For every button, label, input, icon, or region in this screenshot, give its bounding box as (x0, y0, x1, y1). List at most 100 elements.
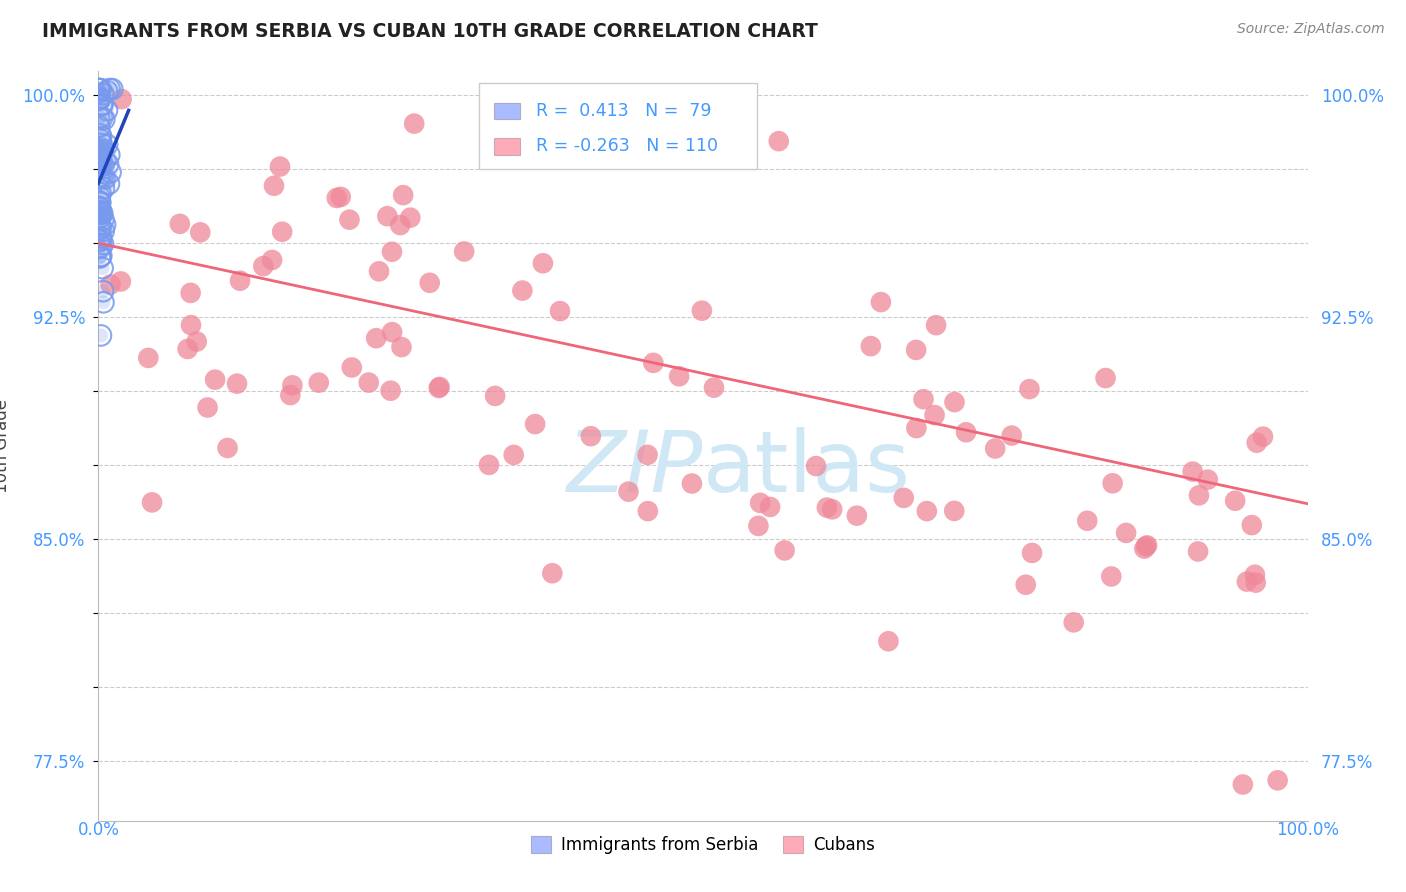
Point (89, 128, 111, 142)
Point (1018, 382, 1040, 396)
Point (617, 484, 640, 499)
Point (579, 429, 602, 443)
Point (326, 191, 349, 205)
Point (89, 223, 111, 237)
Point (91, 111, 114, 125)
Text: ZIP: ZIP (567, 427, 703, 510)
Point (429, 380, 451, 394)
Point (690, 303, 713, 318)
Point (93, 181, 115, 195)
Point (955, 425, 977, 440)
Text: IMMIGRANTS FROM SERBIA VS CUBAN 10TH GRADE CORRELATION CHART: IMMIGRANTS FROM SERBIA VS CUBAN 10TH GRA… (42, 22, 818, 41)
Text: 100.0%: 100.0% (1277, 821, 1339, 838)
Point (91, 87, 114, 101)
Point (637, 504, 659, 518)
Point (524, 417, 547, 431)
Point (548, 304, 571, 318)
Point (377, 209, 399, 223)
Point (768, 134, 790, 148)
Point (89, 201, 111, 215)
Point (90, 147, 112, 161)
Point (94, 154, 117, 169)
Point (89, 82, 111, 96)
Point (97, 157, 120, 171)
Point (110, 275, 132, 289)
Point (90, 233, 112, 247)
Point (1099, 569, 1122, 583)
Point (389, 218, 412, 232)
Point (681, 476, 703, 491)
Point (90, 233, 112, 247)
Point (381, 325, 404, 339)
Point (478, 458, 501, 472)
Point (87, 204, 110, 219)
Point (91, 206, 114, 220)
FancyBboxPatch shape (479, 83, 758, 169)
Point (1094, 371, 1116, 385)
Point (329, 190, 352, 204)
Point (89, 111, 111, 125)
Point (98, 82, 121, 96)
Point (404, 117, 426, 131)
Point (91, 111, 114, 125)
Point (93, 181, 115, 195)
Point (176, 342, 198, 356)
Point (98, 148, 121, 162)
Point (217, 441, 239, 455)
Point (368, 264, 391, 278)
Point (90, 204, 112, 219)
Point (89, 82, 111, 96)
Point (90, 98, 112, 112)
Point (101, 82, 124, 96)
Point (90, 144, 112, 158)
Point (381, 244, 404, 259)
Point (1232, 777, 1254, 791)
Point (943, 395, 966, 409)
Point (1236, 574, 1258, 589)
FancyBboxPatch shape (494, 103, 520, 120)
Point (453, 244, 475, 259)
Point (94, 171, 117, 186)
Point (1133, 541, 1156, 556)
Point (89, 151, 111, 165)
Point (90, 221, 112, 235)
Point (229, 274, 252, 288)
Point (180, 285, 202, 300)
Point (89, 206, 111, 220)
Point (93, 295, 115, 310)
Point (89, 151, 111, 165)
Point (91, 284, 114, 298)
Point (89, 201, 111, 215)
Point (269, 160, 291, 174)
Point (91, 170, 114, 185)
Point (399, 211, 422, 225)
Point (87, 171, 110, 186)
Point (1267, 773, 1289, 788)
Point (91, 170, 114, 185)
Point (90, 210, 112, 224)
Point (912, 392, 935, 407)
Point (97, 157, 120, 171)
Point (180, 318, 202, 332)
Point (531, 256, 554, 270)
Point (366, 331, 388, 345)
Point (89, 195, 111, 210)
Point (87, 82, 110, 96)
Point (427, 381, 450, 395)
Point (643, 356, 665, 370)
Point (252, 259, 274, 273)
Point (94, 218, 117, 232)
Point (89, 205, 111, 219)
Point (101, 82, 124, 96)
Point (89, 92, 111, 106)
Point (87, 92, 110, 106)
Point (943, 504, 966, 518)
Point (91, 156, 114, 170)
Point (263, 178, 285, 193)
Point (90, 82, 112, 96)
Point (541, 566, 564, 581)
Point (1136, 538, 1159, 552)
Text: atlas: atlas (703, 427, 911, 510)
Point (91, 156, 114, 170)
Point (89, 128, 111, 142)
